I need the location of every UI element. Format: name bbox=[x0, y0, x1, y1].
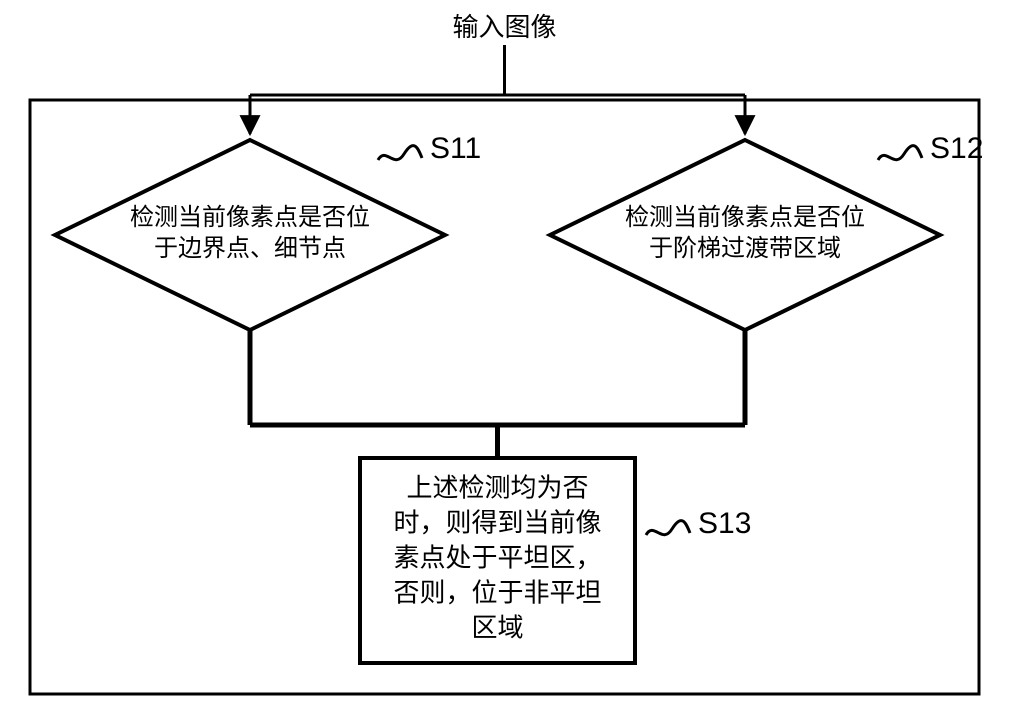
tag-s13: S13 bbox=[698, 507, 751, 540]
process-s13-line1: 时，则得到当前像 bbox=[393, 508, 601, 537]
decision-s11-line0: 检测当前像素点是否位 bbox=[130, 204, 370, 231]
process-s13-line4: 区域 bbox=[471, 614, 523, 643]
process-s13-line0: 上述检测均为否 bbox=[406, 473, 588, 502]
decision-s11-line1: 于边界点、细节点 bbox=[154, 235, 346, 262]
tag-s11: S11 bbox=[430, 132, 481, 165]
decision-s11 bbox=[55, 140, 445, 330]
input-label: 输入图像 bbox=[452, 13, 556, 42]
decision-s12 bbox=[550, 140, 940, 330]
decision-s12-line0: 检测当前像素点是否位 bbox=[625, 204, 865, 231]
squiggle bbox=[646, 521, 690, 535]
decision-s12-line1: 于阶梯过渡带区域 bbox=[649, 235, 841, 262]
tag-s12: S12 bbox=[930, 132, 983, 165]
squiggle bbox=[878, 146, 922, 160]
process-s13-line3: 否则，位于非平坦 bbox=[393, 579, 601, 608]
process-s13-line2: 素点处于平坦区， bbox=[393, 543, 601, 572]
squiggle bbox=[378, 146, 422, 160]
